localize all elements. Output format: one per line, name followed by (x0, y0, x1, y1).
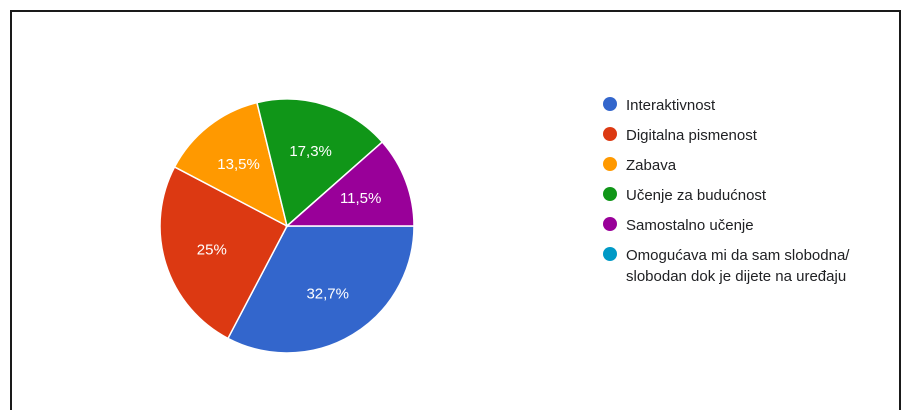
legend-swatch (603, 127, 617, 141)
legend-label: Omogućava mi da sam slobodna/ slobodan d… (626, 247, 850, 285)
slice-value-label: 17,3% (289, 143, 332, 160)
pie-slice[interactable] (285, 140, 415, 227)
legend-swatch (603, 217, 617, 231)
pie-slice[interactable] (226, 225, 415, 354)
legend-item[interactable]: Samostalno učenje (603, 215, 906, 236)
legend-label: Učenje za budućnost (626, 187, 767, 204)
legend-label: Digitalna pismenost (626, 127, 757, 144)
legend-swatch (603, 187, 617, 201)
pie-slice-labels: 32,7% 25% 13,5% 17,3% 11,5% (197, 143, 382, 303)
chart-frame (10, 10, 901, 410)
legend: Interaktivnost Digitalna pismenost Zabava U… (603, 95, 906, 296)
legend-item[interactable]: Učenje za budućnost (603, 185, 906, 206)
legend-swatch (603, 247, 617, 261)
pie-slices (159, 98, 415, 354)
legend-label: Samostalno učenje (626, 217, 754, 234)
legend-swatch (603, 157, 617, 171)
pie-slice[interactable] (173, 101, 289, 228)
slice-value-label: 25% (197, 241, 227, 258)
legend-label: Zabava (626, 157, 677, 174)
slice-value-label: 32,7% (306, 285, 349, 302)
slice-value-label: 11,5% (340, 190, 381, 207)
slice-value-label: 13,5% (217, 156, 260, 173)
legend-item[interactable]: Interaktivnost (603, 95, 906, 116)
legend-item[interactable]: Omogućava mi da sam slobodna/ slobodan d… (603, 245, 906, 287)
legend-label: Interaktivnost (626, 97, 716, 114)
pie-slice[interactable] (256, 98, 384, 228)
legend-item[interactable]: Digitalna pismenost (603, 125, 906, 146)
legend-item[interactable]: Zabava (603, 155, 906, 176)
legend-swatch (603, 97, 617, 111)
